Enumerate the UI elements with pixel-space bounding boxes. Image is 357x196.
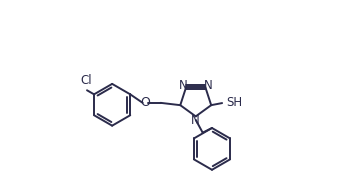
Text: SH: SH [227,96,243,109]
Text: N: N [204,79,212,92]
Text: N: N [191,114,200,127]
Text: O: O [141,96,150,109]
Text: Cl: Cl [80,74,92,87]
Text: N: N [179,79,188,92]
